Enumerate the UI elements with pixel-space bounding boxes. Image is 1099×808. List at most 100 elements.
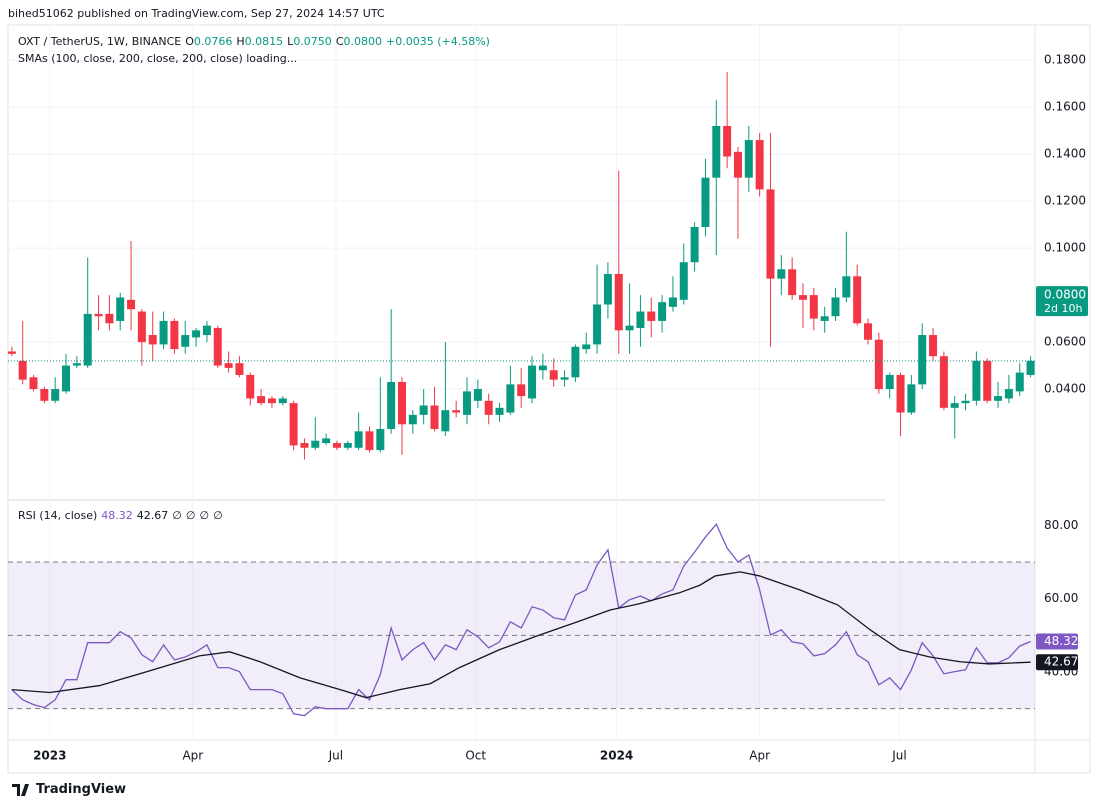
y-tick-label: 0.1200 [1044, 194, 1086, 208]
candle-body [972, 360, 981, 401]
candle-body [1015, 372, 1024, 392]
rsi-title: RSI (14, close) [18, 509, 98, 522]
candle-body [701, 177, 710, 227]
rsi-value: 42.67 [136, 509, 169, 522]
candle-body [907, 384, 916, 413]
candle-body [246, 374, 255, 399]
candle-body [267, 398, 276, 404]
candle-body [452, 410, 461, 413]
candle-body [636, 311, 645, 328]
y-tick-label: 0.1800 [1044, 53, 1086, 67]
x-tick-label: 2023 [33, 749, 66, 763]
ohlc-item: L0.0750 [287, 35, 332, 48]
candle-body [441, 410, 450, 432]
candle-body [495, 407, 504, 415]
candle-body [181, 335, 190, 347]
candle-body [354, 431, 363, 448]
candle-body [484, 400, 493, 415]
candle-body [766, 189, 775, 279]
candle-body [918, 335, 927, 385]
candle-body [571, 346, 580, 378]
brand: TradingView [36, 782, 127, 797]
x-tick-label: Oct [465, 749, 486, 763]
indicator-legend: SMAs (100, close, 200, close, 200, close… [18, 52, 297, 65]
candle-body [755, 140, 764, 190]
candle-body [1026, 360, 1035, 375]
candle-body [137, 311, 146, 343]
candle-body [842, 276, 851, 298]
candle-body [733, 151, 742, 178]
candle-body [343, 443, 352, 448]
x-tick-label: Jul [891, 749, 906, 763]
candle-body [864, 323, 873, 340]
candle-body [387, 382, 396, 429]
symbol: OXT / TetherUS, 1W, BINANCE [18, 35, 182, 48]
candle-body [40, 389, 49, 401]
publisher: bihed51062 published on TradingView.com,… [8, 7, 385, 20]
candle-body [788, 269, 797, 296]
candle-body [7, 351, 16, 354]
candle-body [647, 311, 656, 321]
candle-body [192, 330, 201, 338]
candle-body [170, 320, 179, 350]
candle-body [278, 398, 287, 404]
candle-body [18, 360, 27, 380]
ohlc-item: H0.0815 [236, 35, 283, 48]
candle-body [116, 297, 125, 321]
candle-body [202, 325, 211, 336]
candle-body [712, 125, 721, 178]
rsi-line [11, 523, 1031, 717]
y-tick-label: 0.1000 [1044, 241, 1086, 255]
candle-body [874, 339, 883, 390]
candle-body [690, 226, 699, 263]
candle-body [430, 405, 439, 429]
candle-body [159, 320, 168, 345]
rsi-line [11, 571, 1031, 699]
candle-body [419, 405, 428, 415]
ohlc-item: C0.0800 [336, 35, 382, 48]
candle-body [300, 443, 309, 448]
candle-body [105, 313, 114, 324]
candle-body [376, 428, 385, 451]
price-legend: OXT / TetherUS, 1W, BINANCE O0.0766 H0.081… [18, 35, 490, 48]
x-tick-label: Apr [182, 749, 203, 763]
candle-body [582, 344, 591, 350]
candle-body [94, 313, 103, 317]
na-value: ∅ [199, 509, 210, 522]
candle-body [798, 295, 807, 300]
candle-body [473, 389, 482, 401]
candle-body [668, 297, 677, 307]
ohlc-value: 0.0800 [343, 35, 383, 48]
candle-body [213, 327, 222, 366]
candle-body [777, 269, 786, 279]
candle-body [679, 262, 688, 300]
candle-body [723, 125, 732, 157]
candle-body [1004, 389, 1013, 399]
y-tick-label: 60.00 [1044, 591, 1078, 605]
ohlc-key: O [185, 35, 194, 48]
candle-body [820, 316, 829, 321]
candle-body [148, 335, 157, 345]
na-value: ∅ [172, 509, 182, 522]
value-badge-label: 42.67 [1044, 655, 1078, 669]
countdown: 2d 10h [1044, 302, 1082, 315]
candle-body [809, 295, 818, 319]
candle-body [831, 297, 840, 317]
candle-body [29, 377, 38, 390]
y-tick-label: 0.1600 [1044, 100, 1086, 114]
candle-body [593, 304, 602, 345]
ohlc-item: O0.0766 [185, 35, 232, 48]
candle-body [257, 396, 266, 404]
ohlc-key: H [236, 35, 245, 48]
logo [12, 783, 32, 796]
na-value: ∅ [185, 509, 196, 522]
x-tick-label: Jul [328, 749, 343, 763]
candle-body [463, 391, 472, 415]
candle-body [939, 356, 948, 408]
ohlc-value: 0.0750 [293, 35, 332, 48]
candle-body [625, 325, 634, 331]
rsi-legend: RSI (14, close) 48.32 42.67 ∅ ∅ ∅ ∅ [18, 509, 223, 522]
candle-body [517, 384, 526, 397]
ohlc-key: L [287, 35, 294, 48]
